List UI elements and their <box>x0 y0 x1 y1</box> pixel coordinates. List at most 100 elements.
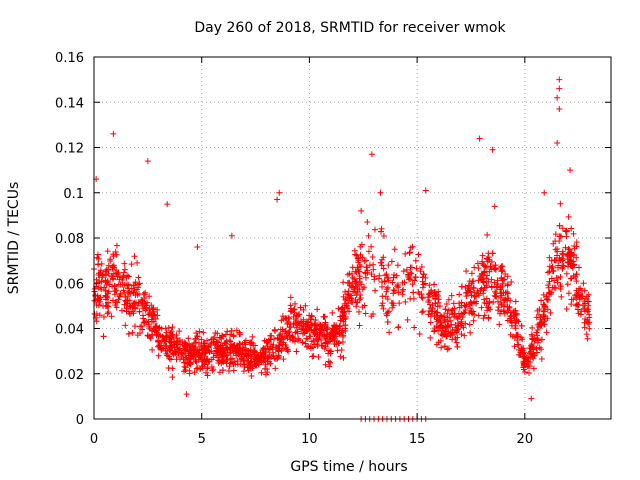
data-point <box>322 323 329 330</box>
data-point <box>499 267 506 274</box>
data-point <box>382 272 389 279</box>
data-point <box>194 244 201 251</box>
data-point <box>493 293 500 300</box>
data-point <box>495 307 502 314</box>
data-point <box>226 337 233 344</box>
data-point <box>262 365 269 372</box>
data-point <box>173 356 180 363</box>
data-point <box>321 313 328 320</box>
data-point <box>164 201 171 208</box>
data-point <box>351 247 358 254</box>
data-point <box>556 85 563 92</box>
data-point <box>201 343 208 350</box>
data-point <box>97 284 104 291</box>
data-point <box>132 292 139 299</box>
data-point <box>262 371 269 378</box>
data-point <box>104 248 111 255</box>
data-point <box>114 273 121 280</box>
data-point <box>107 257 114 264</box>
data-point <box>300 320 307 327</box>
data-point <box>289 334 296 341</box>
data-point <box>127 303 134 310</box>
data-point <box>541 308 548 315</box>
data-point <box>444 310 451 317</box>
data-point <box>433 291 440 298</box>
data-point <box>445 345 452 352</box>
data-point <box>158 346 165 353</box>
data-point <box>362 310 369 317</box>
data-point <box>368 271 375 278</box>
data-point <box>124 285 131 292</box>
data-point <box>453 339 460 346</box>
data-point <box>504 303 511 310</box>
data-point <box>99 271 106 278</box>
data-point <box>93 318 100 325</box>
data-point <box>435 328 442 335</box>
data-point <box>249 365 256 372</box>
data-point <box>353 269 360 276</box>
data-point <box>557 273 564 280</box>
data-point <box>484 307 491 314</box>
data-point <box>508 322 515 329</box>
data-point <box>172 348 179 355</box>
data-point <box>234 358 241 365</box>
data-point <box>116 292 123 299</box>
data-point <box>98 260 105 267</box>
data-point <box>391 246 398 253</box>
data-point <box>141 294 148 301</box>
data-point <box>580 280 587 287</box>
data-point <box>362 269 369 276</box>
data-point <box>358 281 365 288</box>
data-point <box>113 304 120 311</box>
data-point <box>183 391 190 398</box>
data-point <box>298 326 305 333</box>
data-point <box>216 347 223 354</box>
data-point <box>162 347 169 354</box>
data-point <box>313 335 320 342</box>
data-point <box>491 203 498 210</box>
data-point <box>525 355 532 362</box>
data-point <box>527 345 534 352</box>
data-point <box>370 266 377 273</box>
data-point <box>161 338 168 345</box>
data-point <box>200 329 207 336</box>
data-point <box>489 146 496 153</box>
data-point <box>212 330 219 337</box>
data-point <box>529 324 536 331</box>
data-point <box>336 340 343 347</box>
data-point <box>349 274 356 281</box>
data-point <box>540 291 547 298</box>
data-point <box>476 135 483 142</box>
data-point <box>201 357 208 364</box>
data-point <box>267 332 274 339</box>
data-point <box>192 335 199 342</box>
data-point <box>500 307 507 314</box>
data-point <box>534 349 541 356</box>
data-point <box>497 290 504 297</box>
data-point <box>502 296 509 303</box>
data-point <box>358 241 365 248</box>
data-point <box>573 271 580 278</box>
data-point <box>198 336 205 343</box>
data-point <box>559 225 566 232</box>
data-point <box>313 325 320 332</box>
data-point <box>348 270 355 277</box>
data-point <box>549 284 556 291</box>
data-point <box>113 251 120 258</box>
data-point <box>456 291 463 298</box>
data-point <box>404 316 411 323</box>
data-point <box>356 322 363 329</box>
data-point <box>136 308 143 315</box>
data-point <box>408 270 415 277</box>
data-point <box>484 231 491 238</box>
data-point <box>319 342 326 349</box>
data-point <box>431 281 438 288</box>
data-point <box>144 158 151 165</box>
data-point <box>575 264 582 271</box>
data-point <box>158 345 165 352</box>
data-point <box>546 263 553 270</box>
data-point <box>326 338 333 345</box>
data-point <box>209 367 216 374</box>
data-point <box>573 243 580 250</box>
data-point <box>481 296 488 303</box>
